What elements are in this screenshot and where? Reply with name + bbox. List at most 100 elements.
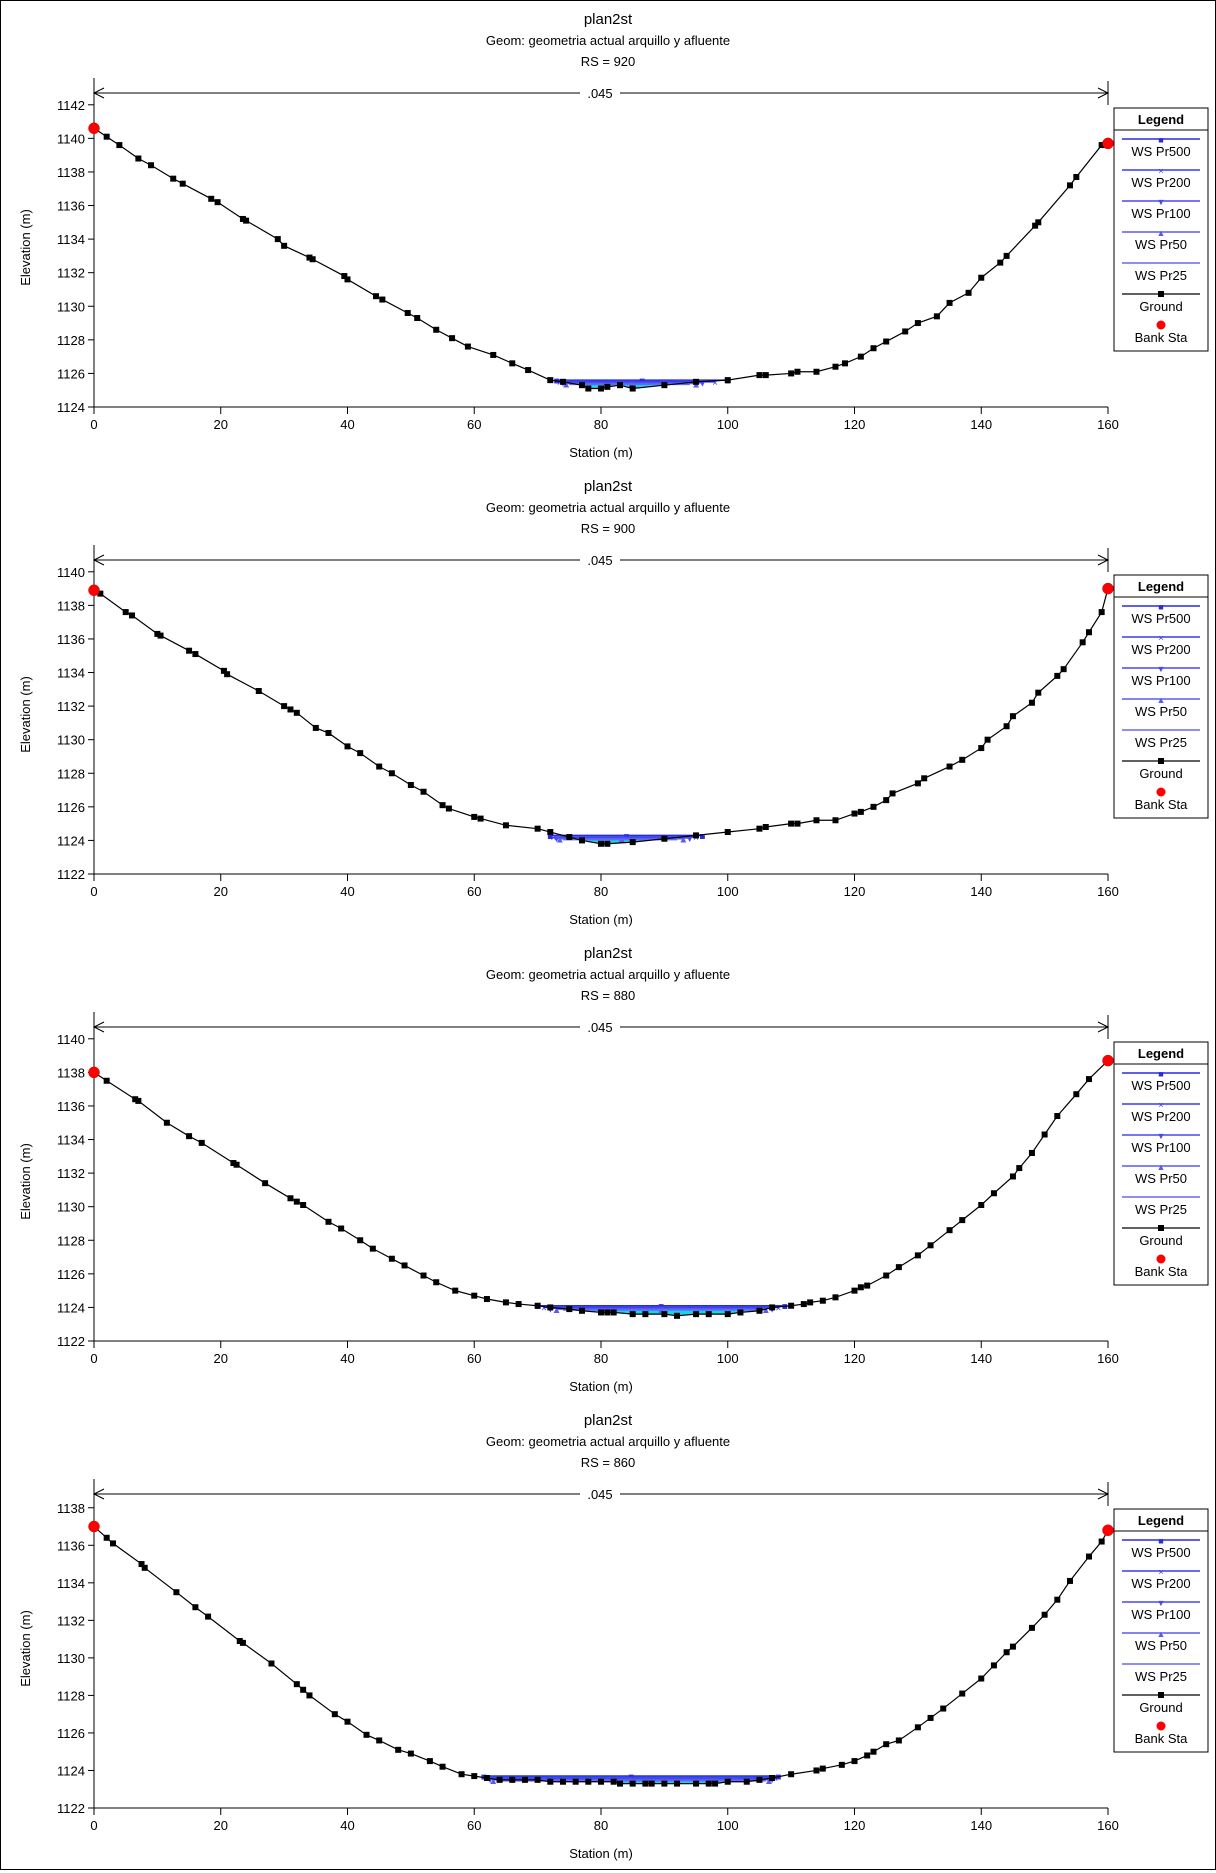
ground-point (870, 1748, 877, 1755)
ground-point (458, 1771, 465, 1778)
ground-point (445, 805, 452, 812)
ground-point (186, 647, 193, 654)
ground-point (832, 363, 839, 370)
ground-point (978, 274, 985, 281)
ground-point (990, 1662, 997, 1669)
ground-point (870, 803, 877, 810)
bank-station-point (1102, 1054, 1114, 1067)
water-surface-marker: × (551, 833, 557, 844)
ground-point (927, 1242, 934, 1249)
ground-point (1085, 1076, 1092, 1083)
svg-text:▲: ▲ (1157, 1629, 1166, 1639)
x-tick-label: 40 (340, 1818, 354, 1833)
ground-point (420, 788, 427, 795)
y-tick-label: 1128 (57, 766, 85, 781)
legend-item: ■WS Pr500 (1122, 1069, 1200, 1093)
x-tick-label: 60 (467, 417, 481, 432)
ground-point (239, 1639, 246, 1646)
legend: Legend■WS Pr500×WS Pr200▼WS Pr100▲WS Pr5… (1113, 1041, 1209, 1286)
ground-point (379, 296, 386, 303)
ground-point (585, 385, 592, 392)
x-tick-label: 140 (970, 417, 992, 432)
ground-point (864, 1752, 871, 1759)
y-tick-label: 1132 (57, 1613, 85, 1628)
legend-item: ▼WS Pr100 (1122, 664, 1200, 688)
ground-point (154, 630, 161, 637)
ground-point (883, 797, 890, 804)
bank-station-point (88, 122, 100, 135)
chart-subtitle: Geom: geometria actual arquillo y afluen… (486, 500, 730, 515)
x-tick-label: 40 (340, 1351, 354, 1366)
ground-point (769, 1304, 776, 1311)
ground-point (598, 385, 604, 392)
legend-label: WS Pr200 (1131, 175, 1190, 190)
ground-point (705, 1311, 712, 1318)
y-tick-label: 1126 (57, 800, 85, 815)
ground-point (433, 1279, 440, 1286)
x-tick-label: 80 (594, 1818, 608, 1833)
ground-point (338, 1225, 345, 1232)
ground-point (116, 142, 123, 149)
legend-item: WS Pr25 (1122, 262, 1200, 283)
ground-point (756, 825, 763, 832)
ground-point (1098, 1538, 1105, 1545)
x-tick-label: 100 (717, 1351, 739, 1366)
ground-point (205, 1613, 212, 1620)
ground-point (141, 1564, 148, 1571)
ground-point (306, 1692, 313, 1699)
ground-point (110, 1540, 117, 1547)
ground-point (807, 1299, 814, 1306)
ground-point (693, 832, 700, 839)
river-station-label: RS = 860 (581, 1455, 636, 1470)
legend-label: WS Pr500 (1131, 611, 1190, 626)
legend-label: WS Pr25 (1135, 1202, 1187, 1217)
ground-point (1028, 1149, 1035, 1156)
svg-text:×: × (1158, 166, 1163, 176)
ground-point (1054, 1596, 1061, 1603)
ground-point (293, 1198, 300, 1205)
legend-label: Ground (1139, 766, 1182, 781)
ground-point (395, 1746, 402, 1753)
ground-point (559, 378, 566, 385)
x-tick-label: 140 (970, 884, 992, 899)
ground-point (490, 351, 497, 358)
water-surface-marker: ▲ (488, 1776, 498, 1787)
ground-point (325, 729, 332, 736)
x-tick-label: 160 (1097, 1351, 1119, 1366)
water-surface-marker: ▲ (764, 1776, 774, 1787)
legend-label: Bank Sta (1135, 330, 1189, 345)
x-axis-label: Station (m) (569, 1379, 633, 1394)
ground-point (914, 320, 921, 327)
legend-item: ▼WS Pr100 (1122, 197, 1200, 221)
ground-point (832, 1294, 839, 1301)
axes: 1124 1126 1128 1130 1132 1134 1136 1138 1140 1142… (18, 78, 1119, 460)
ground-point (743, 1778, 750, 1785)
ground-point (357, 750, 364, 757)
ground-point (902, 328, 909, 335)
ground-point (1009, 1643, 1016, 1650)
ground-point (940, 1705, 947, 1712)
ground-point (883, 1741, 890, 1748)
legend-item: Ground (1122, 1692, 1200, 1715)
water-surface-marker: × (712, 378, 718, 389)
chart-subtitle: Geom: geometria actual arquillo y afluen… (486, 33, 730, 48)
ground-point (268, 1660, 275, 1667)
ground-point (604, 383, 611, 390)
ground-point (610, 1309, 617, 1316)
ground-point (1060, 666, 1067, 673)
legend-label: Bank Sta (1135, 1264, 1189, 1279)
ground-point (243, 217, 250, 224)
bank-station-point (88, 1520, 100, 1533)
water-surface-marker: ▲ (552, 1305, 562, 1316)
legend-label: WS Pr25 (1135, 268, 1187, 283)
ground-point (471, 1292, 478, 1299)
ground-point (496, 1776, 503, 1783)
ground-point (404, 309, 411, 316)
legend-item: ■WS Pr500 (1122, 1536, 1200, 1560)
ground-point (693, 1311, 700, 1318)
ground-point (1028, 1624, 1035, 1631)
chart-svg: plan2st Geom: geometria actual arquillo y… (18, 478, 1209, 927)
ground-point (312, 724, 319, 731)
ground-point (293, 709, 300, 716)
ground-point (990, 1190, 997, 1197)
